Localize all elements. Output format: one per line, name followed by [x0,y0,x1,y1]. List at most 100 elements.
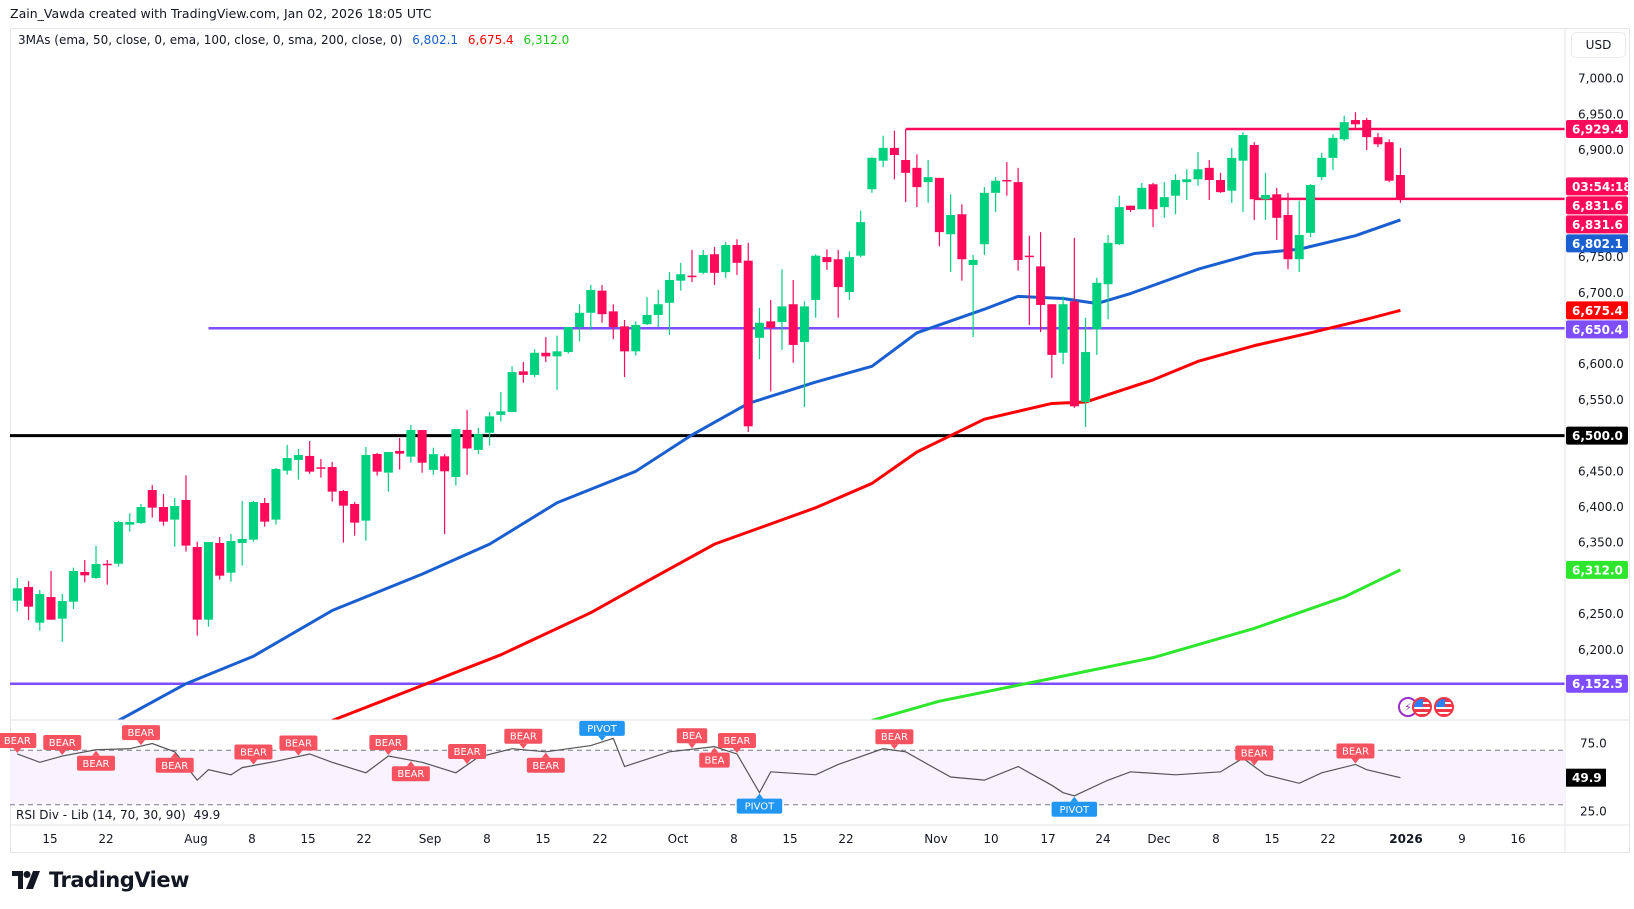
indicator-legend[interactable]: 3MAs (ema, 50, close, 0, ema, 100, close… [18,33,575,47]
candle-body [125,521,135,525]
candle-body [1002,179,1012,182]
candle-body [1159,197,1169,208]
us-flag-event-icon[interactable] [1412,697,1432,717]
bear-signal-label[interactable]: BEAR [875,729,914,750]
bear-signal-label[interactable]: BEAR [234,744,273,765]
candle-body [1328,137,1338,158]
bear-signal-label[interactable]: BEAR [77,750,116,771]
candle-body [1339,122,1349,140]
candle-body [1294,234,1304,260]
bear-signal-label[interactable]: BEAR [717,732,756,753]
signal-text: BEAR [83,759,110,770]
signal-bg [1336,743,1375,759]
signal-text: BEAR [454,747,481,758]
bear-signal-label[interactable]: BEAR [504,728,543,749]
candle-body [878,147,888,161]
candle-body [968,259,978,265]
candle-body [507,372,517,413]
bear-signal-label[interactable]: BEAR [43,735,82,756]
candle-body [833,259,843,288]
candle-body [102,563,112,566]
signal-text: BEAR [4,736,31,747]
tradingview-logo[interactable]: TradingView [12,868,189,892]
candle-body [91,563,101,578]
bear-signal-label[interactable]: BEAR [155,752,194,773]
pivot-signal-label[interactable]: PIVOT [1051,796,1098,817]
currency-button[interactable]: USD [1571,32,1626,58]
signal-text: BEAR [128,728,155,739]
price-axis-label: 7,000.0 [1578,72,1624,86]
time-axis-label: Aug [184,832,207,846]
bear-signal-label[interactable]: BEAR [391,761,430,782]
bear-signal-label[interactable]: BEA [676,728,708,749]
signal-arrow [598,735,607,741]
price-tag: 6,312.0 [1572,563,1623,577]
signal-text: BEAR [240,748,267,759]
bear-signal-label[interactable]: BEAR [1235,745,1274,766]
signal-bg [526,757,565,773]
candle-body [338,491,348,506]
candle-body [563,327,573,353]
signal-bg [279,735,318,751]
bear-signal-label[interactable]: BEAR [279,735,318,756]
candle-body [406,429,416,457]
price-tag: 6,831.6 [1572,218,1623,232]
signal-text: BEAR [510,732,537,743]
bear-signal-label[interactable]: BEAR [448,743,487,764]
signal-arrow [92,750,101,756]
candle-body [957,214,967,260]
price-axis-label: 6,200.0 [1578,643,1624,657]
candle-body [1171,179,1181,196]
candle-body [203,541,213,620]
candle-body [1081,352,1091,403]
time-axis-label: 22 [356,832,371,846]
candle-body [451,429,461,478]
pivot-signal-label[interactable]: PIVOT [579,720,625,741]
candle-body [620,326,630,352]
signal-text: BEAR [1241,749,1268,760]
rsi-legend[interactable]: RSI Div - Lib (14, 70, 30, 90) 49.9 [16,808,220,822]
bear-signal-label[interactable]: BEA [699,747,730,768]
signal-arrow [688,743,696,749]
bear-signal-label[interactable]: BEAR [369,735,408,756]
candle-body [867,157,877,190]
candle-body [1058,304,1068,353]
signal-text: BEA [704,756,724,767]
bear-signal-label[interactable]: BEAR [526,752,565,773]
bear-signal-label[interactable]: BEAR [1336,743,1375,764]
event-icons[interactable]: ⚡ [1398,697,1454,717]
candle-body [395,450,405,454]
candle-body [293,454,303,460]
price-axis-label: 6,900.0 [1578,143,1624,157]
candle-body [1384,142,1394,181]
candle-body [822,257,832,263]
signal-arrow [384,750,393,756]
us-flag-event-icon[interactable] [1434,697,1454,717]
signal-text: BEAR [723,736,750,747]
candle-body [327,467,337,492]
rsi-line [17,737,1401,797]
candle-body [305,455,315,472]
bear-signal-label[interactable]: BEAR [0,732,37,753]
signal-text: PIVOT [745,802,776,813]
signal-text: BEAR [881,732,908,743]
signal-arrow [463,758,472,764]
candle-body [192,546,202,620]
pivot-signal-label[interactable]: PIVOT [736,793,783,814]
level-price-tag: 6,152.5 [1572,677,1623,691]
signal-text: BEAR [49,738,76,749]
signal-arrow [1070,796,1079,802]
signal-text: PIVOT [587,724,618,735]
price-axis-label: 6,600.0 [1578,357,1624,371]
signal-text: BEAR [285,738,312,749]
price-axis-label: 6,700.0 [1578,286,1624,300]
signal-arrow [170,752,179,758]
candle-body [1317,157,1327,178]
price-axis-label: 6,450.0 [1578,464,1624,478]
level-price-tag-bg [1566,426,1628,445]
signal-bg [448,743,487,759]
signal-bg [699,752,730,768]
bear-signal-label[interactable]: BEAR [121,725,160,746]
level-price-tag: 6,650.4 [1572,323,1623,337]
